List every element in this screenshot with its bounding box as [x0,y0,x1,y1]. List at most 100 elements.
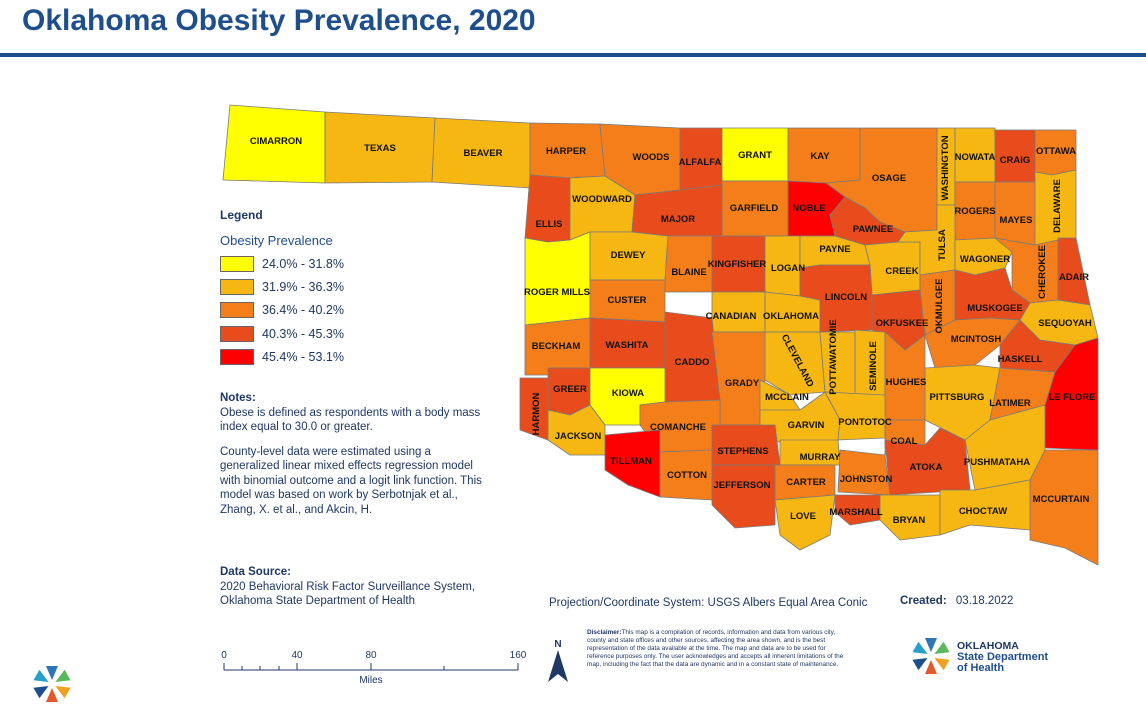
scale-tick-80: 80 [365,650,377,661]
label-harper: HARPER [546,146,586,157]
label-harmon: HARMON [531,392,542,435]
label-hughes: HUGHES [886,377,927,388]
label-tulsa: TULSA [937,229,948,261]
label-beaver: BEAVER [464,148,503,159]
legend-label: 24.0% - 31.8% [262,257,344,271]
label-kingfisher: KINGFISHER [708,259,767,270]
label-blaine: BLAINE [671,267,706,278]
label-pawnee: PAWNEE [853,224,893,235]
label-garvin: GARVIN [788,420,825,431]
label-grant: GRANT [738,150,772,161]
label-sequoyah: SEQUOYAH [1038,318,1092,329]
label-creek: CREEK [885,266,918,277]
north-label: N [554,639,561,650]
legend-class: 36.4% - 40.2% [220,301,344,319]
county-cleveland[interactable] [764,331,826,396]
label-rogers: ROGERS [954,206,995,217]
osdh-logo-icon [912,638,950,674]
county-delaware[interactable] [1034,169,1077,246]
legend-subheading: Obesity Prevalence [220,233,333,248]
disclaimer-label: Disclaimer: [587,629,622,636]
disclaimer-text: This map is a compilation of records, in… [587,629,844,668]
label-woods: WOODS [633,152,670,163]
label-mccurtain: MCCURTAIN [1033,494,1090,505]
label-dewey: DEWEY [611,250,647,261]
label-kay: KAY [810,151,830,162]
county-blaine[interactable] [664,235,713,293]
label-noble: NOBLE [792,203,825,214]
scale-tick-40: 40 [291,650,303,661]
label-pottawatomie: POTTAWATOMIE [828,319,839,394]
county-jefferson[interactable] [711,464,776,529]
scale-bar: 0 40 80 160 Miles [221,650,527,686]
label-roger-mills: ROGER MILLS [524,287,590,298]
legend-swatch [220,326,254,342]
label-payne: PAYNE [819,244,850,255]
label-oklahoma: OKLAHOMA [763,311,819,322]
page-title: Oklahoma Obesity Prevalence, 2020 [22,4,536,37]
label-lincoln: LINCOLN [825,292,867,303]
county-roger-mills[interactable] [524,231,591,326]
label-washington: WASHINGTON [940,135,951,200]
legend-swatch [220,302,254,318]
created-date: Created: 03.18.2022 [900,595,1013,607]
legend-label: 40.3% - 45.3% [262,327,344,341]
county-mccurtain[interactable] [1029,449,1099,566]
label-pushmataha: PUSHMATAHA [964,457,1030,468]
label-delaware: DELAWARE [1052,179,1063,233]
label-cimarron: CIMARRON [250,136,302,147]
label-mcclain: MCCLAIN [765,392,809,403]
label-mcintosh: MCINTOSH [951,334,1002,345]
label-coal: COAL [891,436,918,447]
label-johnston: JOHNSTON [840,474,893,485]
label-choctaw: CHOCTAW [959,506,1007,517]
label-mayes: MAYES [1000,215,1033,226]
label-texas: TEXAS [364,143,396,154]
north-arrow-icon: N [548,639,568,682]
legend-heading: Legend [220,208,263,222]
notes-definition: Obese is defined as respondents with a b… [220,406,481,434]
label-wagoner: WAGONER [960,254,1010,265]
county-pontotoc[interactable] [824,391,886,441]
label-ottawa: OTTAWA [1036,146,1076,157]
agency-name: OKLAHOMA State Department of Health [957,641,1048,674]
legend-class: 24.0% - 31.8% [220,255,344,273]
label-ellis: ELLIS [536,219,563,230]
label-carter: CARTER [786,477,826,488]
label-kiowa: KIOWA [612,388,644,399]
label-nowata: NOWATA [955,152,996,163]
label-woodward: WOODWARD [572,194,632,205]
label-love: LOVE [790,511,816,522]
county-ellis[interactable] [524,174,571,243]
label-grady: GRADY [725,378,760,389]
created-label: Created: [900,595,947,607]
county-mayes[interactable] [994,181,1036,246]
county-tillman[interactable] [604,429,661,498]
data-source-line1: 2020 Behavioral Risk Factor Surveillance… [220,580,476,593]
label-atoka: ATOKA [910,462,943,473]
label-murray: MURRAY [800,452,841,463]
label-canadian: CANADIAN [706,311,757,322]
county-johnston[interactable] [837,449,891,496]
legend-class: 40.3% - 45.3% [220,325,344,343]
agency-line1: OKLAHOMA [957,640,1019,652]
county-love[interactable] [774,494,836,551]
label-greer: GREER [553,384,587,395]
label-le-flore: LE FLORE [1049,392,1096,403]
agency-line2: State Department [957,651,1049,663]
legend-swatch [220,349,254,365]
data-source: Data Source: 2020 Behavioral Risk Factor… [220,565,520,609]
legend-label: 36.4% - 40.2% [262,303,344,317]
label-craig: CRAIG [1000,155,1031,166]
label-pontotoc: PONTOTOC [838,417,892,428]
notes-heading: Notes: [220,392,256,404]
label-adair: ADAIR [1059,272,1089,283]
label-alfalfa: ALFALFA [679,157,722,168]
notes-methodology: County-level data were estimated using a… [220,445,482,516]
county-stephens[interactable] [711,424,781,466]
county-choctaw[interactable] [939,479,1031,536]
created-value: 03.18.2022 [955,595,1014,607]
osdh-small-logo-icon [33,666,71,702]
county-bryan[interactable] [879,494,941,541]
legend-swatch [220,279,254,295]
